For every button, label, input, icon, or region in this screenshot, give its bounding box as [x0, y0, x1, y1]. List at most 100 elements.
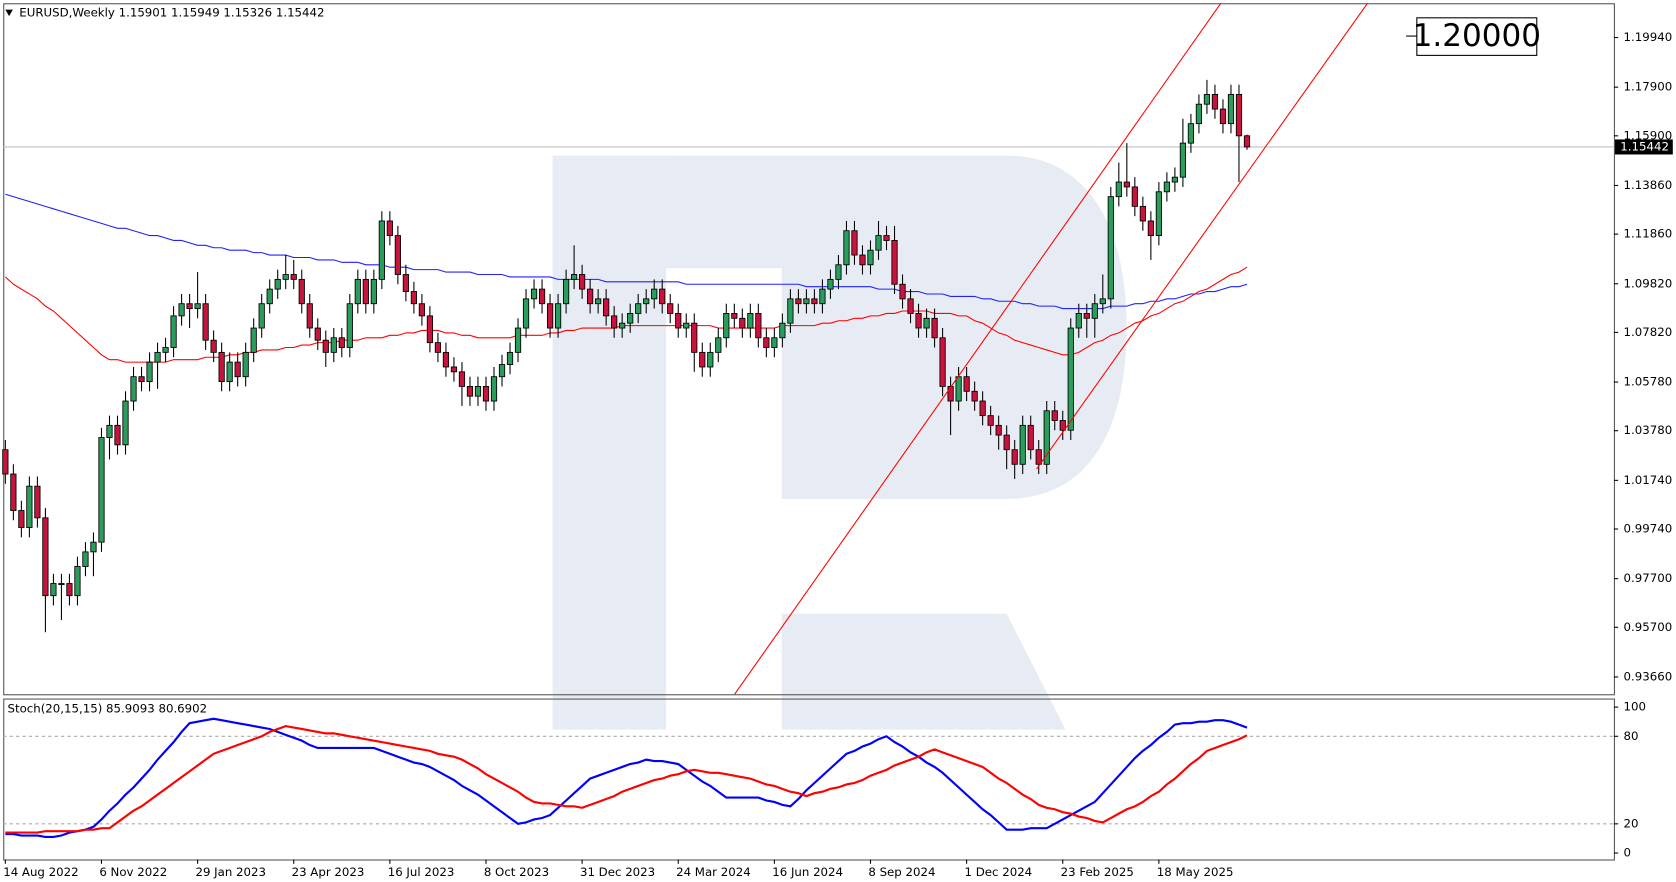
- candle-body: [1067, 327, 1074, 431]
- trend-channel: [734, 2, 1369, 695]
- candle-body: [130, 376, 137, 402]
- candle-body: [242, 351, 249, 378]
- candle-body: [883, 235, 890, 241]
- indicator-frame: [3, 698, 1615, 861]
- candle-body: [26, 485, 33, 528]
- candle-body: [162, 347, 169, 353]
- candle-body: [346, 303, 353, 348]
- candle-body: [611, 315, 618, 329]
- candle-body: [947, 386, 954, 402]
- candle-body: [1099, 298, 1106, 305]
- candle-body: [675, 313, 682, 329]
- watermark: [552, 155, 1127, 730]
- y-tick-label: 80: [1624, 729, 1639, 743]
- candle-body: [66, 583, 73, 597]
- candle-body: [1075, 313, 1082, 329]
- candle-body: [1139, 205, 1146, 222]
- candle-body: [1179, 142, 1187, 178]
- candle-body: [490, 376, 498, 402]
- candle-body: [266, 288, 273, 305]
- annotation-box: [1416, 17, 1538, 56]
- candle-body: [394, 235, 401, 275]
- candle-body: [362, 278, 369, 305]
- candle-body: [514, 327, 522, 353]
- candle-body: [218, 351, 225, 382]
- candle-body: [338, 337, 345, 348]
- moving-average: [4, 266, 1248, 363]
- watermark-bowl: [666, 155, 1127, 499]
- candle-body: [1171, 176, 1178, 183]
- candle-body: [306, 303, 313, 329]
- candle-body: [410, 291, 417, 305]
- candle-body: [370, 278, 377, 305]
- menu-triangle[interactable]: [5, 9, 13, 17]
- candle-body: [595, 298, 602, 305]
- candle-body: [747, 313, 754, 329]
- candle-body: [1219, 108, 1227, 125]
- candle-body: [1147, 220, 1154, 237]
- candle-body: [434, 342, 442, 353]
- y-tick-label: 20: [1624, 816, 1639, 830]
- candle-body: [450, 366, 458, 373]
- candle-body: [546, 303, 554, 329]
- candle-body: [659, 288, 666, 305]
- candle-body: [819, 288, 826, 305]
- candle-body: [234, 361, 241, 378]
- candle-body: [803, 298, 810, 305]
- candle-body: [971, 390, 978, 402]
- last-price-box: [1614, 139, 1673, 155]
- candle-body: [1123, 181, 1130, 188]
- candle-body: [859, 254, 866, 266]
- candle-body: [843, 230, 850, 266]
- candle-body: [651, 288, 658, 300]
- candle-body: [466, 386, 474, 397]
- candle-body: [282, 274, 289, 280]
- candle-body: [827, 278, 834, 290]
- candle-body: [50, 583, 57, 597]
- y-tick-label: 1.01740: [1624, 473, 1673, 487]
- candle-body: [106, 424, 113, 438]
- candle-body: [771, 337, 778, 348]
- candle-body: [955, 376, 962, 402]
- candle-body: [907, 298, 914, 314]
- candle-body: [322, 339, 329, 353]
- candle-body: [314, 327, 321, 341]
- x-tick-label: 23 Feb 2025: [1061, 865, 1134, 879]
- candle-body: [42, 517, 49, 597]
- candle-body: [587, 288, 594, 305]
- candle-body: [258, 303, 265, 329]
- y-tick-label: 0.93660: [1624, 669, 1673, 683]
- y-tick-label: 0.95700: [1624, 620, 1673, 634]
- candle-body: [170, 315, 177, 348]
- candle-body: [1203, 94, 1211, 105]
- indicator-title: Stoch(20,15,15) 85.9093 80.6902: [7, 702, 207, 716]
- candle-body: [402, 274, 409, 292]
- candle-body: [114, 424, 121, 446]
- candle-body: [330, 337, 337, 353]
- candle-body: [570, 274, 578, 280]
- channel-line: [1036, 2, 1369, 470]
- x-tick-label: 16 Jul 2023: [388, 865, 455, 879]
- candle-body: [1011, 449, 1018, 465]
- candle-body: [34, 485, 41, 519]
- candle-body: [58, 583, 65, 586]
- candle-body: [939, 337, 946, 387]
- candle-body: [699, 351, 706, 368]
- stochastic-line: [5, 717, 1248, 839]
- candle-body: [554, 303, 562, 329]
- last-price-label: 1.15442: [1620, 139, 1669, 153]
- candle-body: [795, 298, 802, 305]
- candle-body: [867, 249, 874, 266]
- candle-body: [1163, 181, 1170, 193]
- candle-body: [354, 278, 361, 305]
- y-tick-label: 1.11860: [1624, 227, 1673, 241]
- candle-body: [290, 274, 297, 280]
- candle-body: [579, 274, 586, 290]
- candle-body: [1035, 449, 1042, 465]
- channel-line: [734, 2, 1222, 695]
- candle-body: [851, 230, 858, 256]
- candle-body: [386, 220, 393, 237]
- candle-body: [506, 351, 514, 365]
- candle-body: [667, 303, 674, 314]
- candle-body: [1019, 424, 1026, 465]
